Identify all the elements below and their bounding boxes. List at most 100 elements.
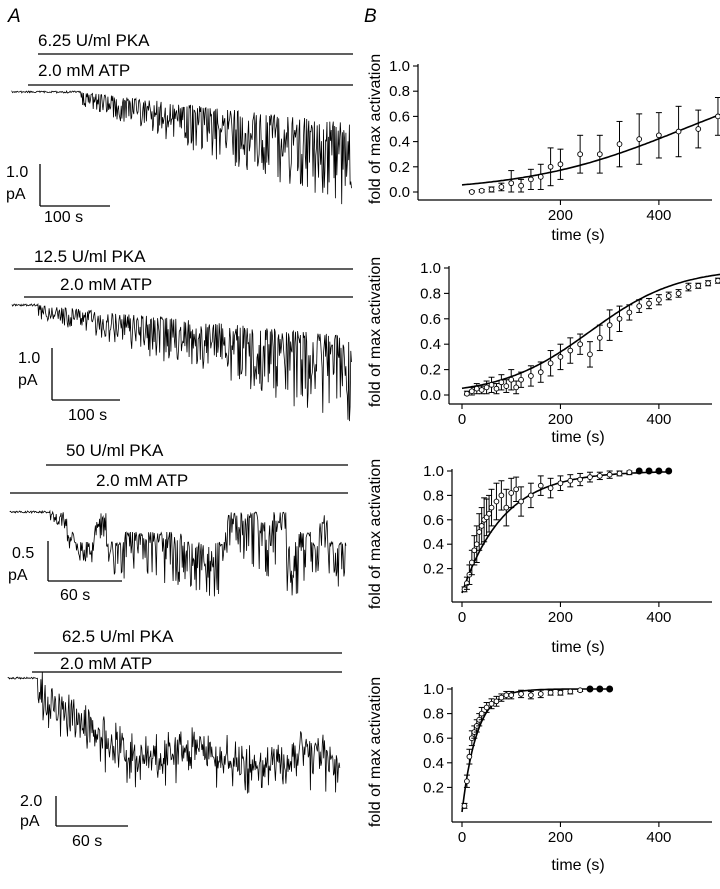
data-point [616,141,623,147]
x-tick-label: 400 [646,609,671,626]
pka-label-3: 50 U/ml PKA [66,441,164,460]
data-point [656,296,662,303]
atp-label-4: 2.0 mM ATP [60,654,152,673]
data-point [476,529,483,535]
data-point [567,688,574,695]
data-point [503,692,510,699]
data-point [518,182,524,189]
xlabel-1: time (s) [551,227,604,244]
x-tick-label: 200 [548,609,573,626]
data-point [508,180,515,187]
current-trace-3 [9,509,347,597]
panel-letter-b: B [364,6,377,27]
data-point [596,151,603,158]
x-tick-label: 200 [548,207,573,224]
data-point [528,492,534,499]
y-tick-label: 0.8 [389,83,410,100]
data-point [557,480,564,487]
scale-x-2: 100 s [68,407,107,424]
y-tick-label: 0.0 [420,387,441,404]
data-point [498,184,505,190]
scale-y-unit-1: pA [6,186,26,203]
activation-plot-1: fold of max activation time (s) 0.0 0.2 0.… [367,54,720,244]
x-tick-label: 0 [458,829,466,846]
scale-y-unit-4: pA [20,813,40,830]
current-trace-4 [7,671,341,794]
data-point [528,373,534,379]
ylabel-1: fold of max activation [367,54,384,204]
data-point [577,476,583,483]
y-tick-label: 0.2 [423,779,444,796]
x-tick-label: 200 [548,829,573,846]
data-point [577,687,583,694]
data-point [473,541,480,548]
y-tick-label: 0.8 [423,487,444,504]
scale-x-4: 60 s [72,833,102,850]
atp-label-1: 2.0 mM ATP [38,61,130,80]
scale-y-value-1: 1.0 [6,164,28,181]
data-point [656,132,662,139]
data-point [488,381,495,388]
activation-plot-3: fold of max activation time (s) 0.2 0.4 0.… [367,459,712,656]
data-point [508,692,515,699]
data-point [493,698,500,705]
data-point [508,376,515,383]
data-point [461,802,468,809]
ylabel-3: fold of max activation [367,459,384,609]
data-point [498,379,505,386]
pka-label-4: 62.5 U/ml PKA [62,627,174,646]
data-point [695,282,702,289]
data-point [547,360,554,367]
data-point [478,187,485,194]
data-point [586,685,594,693]
data-point [537,369,544,375]
data-point [567,477,574,484]
xlabel-4: time (s) [551,857,604,874]
data-point [498,694,505,701]
data-point [488,700,495,707]
data-point [557,354,564,360]
y-tick-label: 0.4 [423,536,444,553]
fit-curve [461,113,720,186]
y-tick-label: 0.6 [423,512,444,529]
x-tick-label: 400 [646,207,671,224]
y-tick-label: 0.2 [420,362,441,379]
scale-y-unit-3: pA [8,567,28,584]
data-point [626,469,633,476]
x-tick-label: 0 [458,411,466,428]
data-point [537,691,544,697]
data-point [685,284,692,290]
y-tick-label: 0.2 [389,159,410,176]
scale-x-3: 60 s [60,587,90,604]
scale-y-unit-2: pA [18,372,38,389]
pka-label-2: 12.5 U/ml PKA [34,247,146,266]
panel-letter-a: A [7,6,21,27]
current-trace-1 [11,90,352,205]
data-point [483,384,490,391]
data-point [557,689,564,696]
trace-panel-1: 6.25 U/ml PKA 2.0 mM ATP 1.0 pA 100 s [6,31,353,226]
scale-y-value-4: 2.0 [20,793,42,810]
data-point [616,470,623,477]
x-tick-label: 200 [548,411,573,428]
data-point [513,486,519,493]
data-point [655,467,663,475]
data-point [493,385,500,392]
data-point [596,685,604,693]
data-point [488,504,495,511]
y-tick-label: 0.6 [423,730,444,747]
data-point [528,692,534,699]
xlabel-3: time (s) [551,639,604,656]
data-point [695,126,702,132]
y-tick-label: 0.0 [389,184,410,201]
data-point [567,347,574,354]
scale-y-value-2: 1.0 [18,350,40,367]
data-point [645,467,653,475]
data-point [616,315,623,322]
y-tick-label: 1.0 [389,58,410,75]
fit-curve [461,273,720,390]
data-point [635,467,643,475]
data-point [478,387,485,393]
data-point [537,174,544,180]
